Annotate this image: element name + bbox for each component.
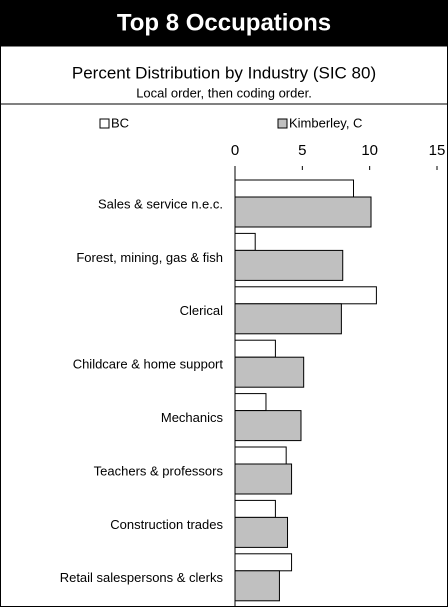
x-tick-label: 10 [361,142,378,159]
y-tick-label: Teachers & professors [94,463,224,478]
legend-swatch [99,118,110,129]
bar [234,179,355,198]
bar [234,410,302,442]
bar [234,499,276,518]
y-tick-label: Clerical [180,303,223,318]
bar [234,196,372,228]
y-tick-label: Construction trades [110,517,223,532]
chart-title: Top 8 Occupations [117,9,331,36]
frame [0,45,448,607]
bar [234,516,289,548]
bar [234,463,293,495]
bar [234,249,344,281]
bar [234,232,256,251]
bar [234,286,377,305]
y-tick-label: Childcare & home support [73,357,224,372]
bar [234,446,287,465]
bar [234,356,305,388]
subtitle: Percent Distribution by Industry (SIC 80… [72,63,376,82]
bar [234,393,267,412]
legend-label: BC [111,115,129,130]
note: Local order, then coding order. [136,85,312,100]
bar [234,553,293,572]
x-tick-label: 15 [429,142,446,159]
x-tick-label: 5 [298,142,306,159]
y-tick-label: Forest, mining, gas & fish [76,250,223,265]
title-bar [0,0,448,46]
x-tick-label: 0 [231,142,239,159]
legend-swatch [277,118,288,129]
bar [234,339,276,358]
bar [234,303,342,335]
legend-label: Kimberley, C [289,115,362,130]
y-tick-label: Retail salespersons & clerks [60,570,224,585]
y-tick-label: Sales & service n.e.c. [98,196,223,211]
bar [234,570,280,602]
y-tick-label: Mechanics [161,410,224,425]
